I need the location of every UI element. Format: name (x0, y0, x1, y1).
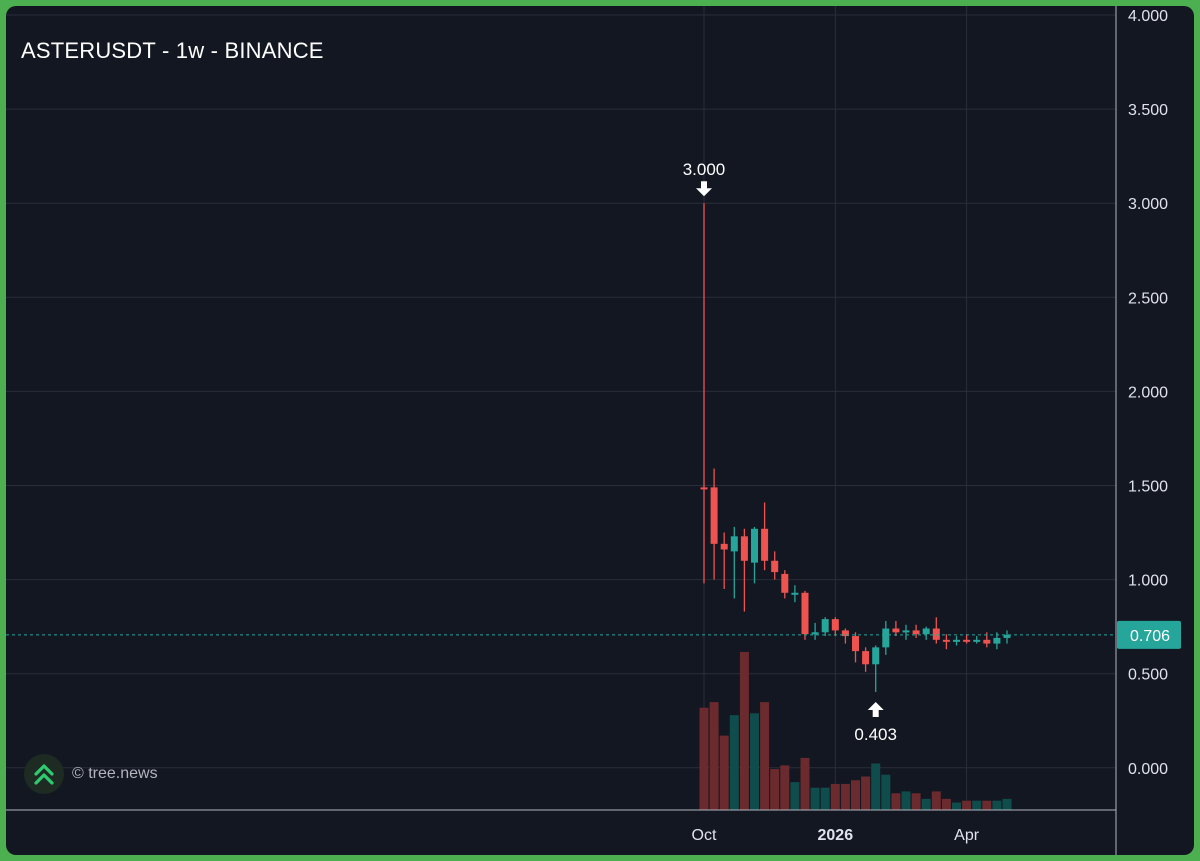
volume-bar (709, 702, 719, 810)
candle-body (740, 536, 748, 561)
chart-title: ASTERUSDT - 1w - BINANCE (21, 38, 324, 63)
y-tick-label: 0.500 (1128, 667, 1168, 684)
last-price-line: 0.706 (6, 620, 1181, 649)
volume-bar (770, 769, 780, 810)
candle-body (751, 528, 758, 563)
grid-lines (6, 6, 1116, 810)
candle-body (791, 592, 799, 595)
volume-bar (982, 800, 992, 810)
candle-body (953, 639, 960, 642)
volume-bar (952, 802, 961, 810)
arrow-down-icon (696, 181, 712, 197)
candle-body (862, 651, 870, 665)
last-price-label: 0.706 (1130, 628, 1170, 645)
candle-body (892, 628, 900, 633)
candle-body (902, 630, 910, 633)
candle-body (852, 636, 859, 652)
candle-body (771, 560, 779, 573)
candle-body (821, 619, 829, 633)
volume-bar (911, 793, 921, 810)
x-tick-label: Oct (692, 827, 717, 844)
candle-body (1003, 634, 1011, 638)
volume-bar (1002, 798, 1012, 810)
low-annotation-label: 0.403 (854, 725, 897, 744)
annotations: 3.000 0.403 (683, 160, 897, 744)
volume-bar (830, 783, 840, 810)
volume-bar (810, 787, 820, 810)
candle-body (811, 632, 819, 635)
volume-bar (992, 800, 1002, 810)
x-tick-label: 2026 (818, 827, 854, 844)
high-annotation-label: 3.000 (683, 160, 726, 179)
candle-body (983, 639, 991, 644)
candle-body (942, 639, 950, 642)
candle-body (993, 637, 1001, 644)
chart-frame: 0.706 3.000 0.403 4.000 3.500 3.000 2.500 2.0… (6, 6, 1194, 855)
volume-bar (941, 798, 951, 810)
y-tick-label: 0.000 (1128, 761, 1168, 778)
volume-bar (840, 783, 850, 810)
watermark-text: © tree.news (72, 765, 158, 782)
volume-bar (901, 791, 911, 810)
volume-bar (729, 715, 739, 810)
candle-body (912, 630, 920, 635)
volume-bar (851, 780, 860, 810)
volume-bar (739, 651, 749, 810)
volume-bar (750, 713, 759, 810)
volume-bar (962, 800, 972, 810)
candle-body (882, 628, 890, 648)
volume-bar (780, 765, 790, 810)
candle-body (932, 628, 940, 640)
candle-body (761, 528, 769, 561)
y-tick-label: 2.000 (1128, 384, 1168, 401)
volume-bar (800, 757, 810, 810)
volume-bar (921, 798, 931, 810)
candle-body (720, 543, 728, 550)
volume-bar (861, 776, 871, 810)
watermark: © tree.news (24, 754, 158, 794)
x-tick-label: Apr (954, 827, 980, 844)
y-tick-label: 4.000 (1128, 8, 1168, 25)
y-tick-label: 2.500 (1128, 290, 1168, 307)
candles (700, 203, 1011, 692)
candle-body (700, 487, 708, 490)
volume-bar (871, 763, 881, 810)
double-chevron-up-icon (24, 754, 64, 794)
candlestick-chart[interactable]: 0.706 3.000 0.403 4.000 3.500 3.000 2.500 2.0… (6, 6, 1194, 855)
last-price-badge (1117, 620, 1181, 649)
candle-body (831, 619, 839, 631)
candle-body (710, 487, 718, 544)
volume-bar (820, 787, 830, 810)
volume-bar (790, 782, 800, 810)
volume-bar (760, 702, 770, 810)
candle-body (841, 630, 849, 637)
volume-bar (972, 800, 982, 810)
volume-bar (719, 735, 729, 810)
y-tick-label: 1.000 (1128, 573, 1168, 590)
candle-body (781, 573, 789, 593)
arrow-up-icon (867, 701, 884, 717)
volume-bars (699, 651, 1012, 810)
candle-body (922, 628, 930, 635)
candle-body (801, 592, 809, 635)
y-tick-label: 3.500 (1128, 102, 1168, 119)
candle-body (973, 639, 981, 642)
volume-bar (891, 793, 901, 810)
y-tick-label: 3.000 (1128, 196, 1168, 213)
volume-bar (699, 707, 709, 810)
axes: 4.000 3.500 3.000 2.500 2.000 1.500 1.000 0.500… (6, 6, 1168, 855)
candle-body (730, 536, 738, 552)
volume-bar (881, 774, 891, 810)
y-tick-label: 1.500 (1128, 479, 1168, 496)
candle-body (963, 639, 971, 642)
candle-body (872, 647, 880, 665)
volume-bar (931, 791, 941, 810)
